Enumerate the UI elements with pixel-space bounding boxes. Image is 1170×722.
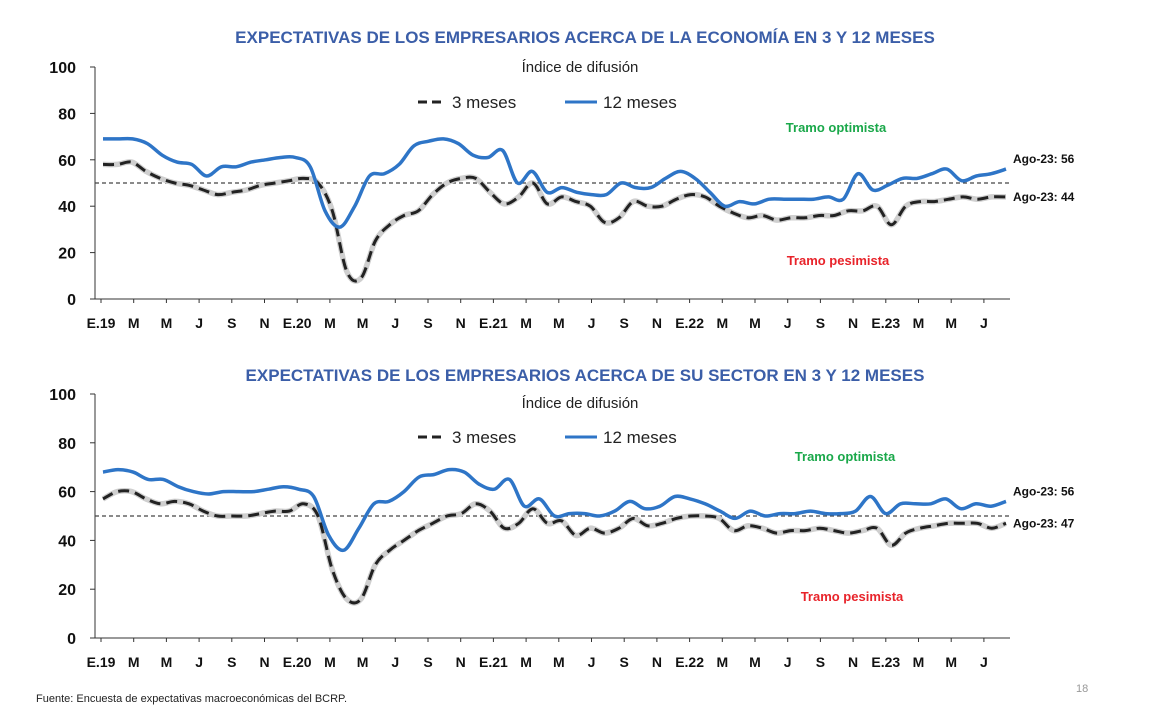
chart2-x-tick-label: S [227, 654, 236, 670]
chart1-series-12m-line [103, 136, 1007, 229]
chart2-zone-optimist-label: Tramo optimista [795, 449, 896, 464]
chart2-x-tick-label: M [749, 654, 761, 670]
chart2-x-tick-label: M [324, 654, 336, 670]
chart1-x-tick-label: J [588, 315, 596, 331]
chart1-x-tick-label: N [259, 315, 269, 331]
chart1-end-label-3m: Ago-23: 44 [1013, 190, 1075, 204]
chart1-x-tick-label: M [749, 315, 761, 331]
chart1-x-tick-label: S [423, 315, 432, 331]
chart2-x-tick-label: E.21 [479, 654, 508, 670]
chart1-x-tick-label: M [716, 315, 728, 331]
chart2-x-tick-label: M [357, 654, 369, 670]
chart1-y-tick-label: 60 [58, 153, 76, 170]
chart1-x-tick-label: M [913, 315, 925, 331]
chart2-x-tick-label: M [945, 654, 957, 670]
chart1-x-tick-label: M [945, 315, 957, 331]
chart1-x-tick-label: J [195, 315, 203, 331]
chart1-x-tick-label: N [848, 315, 858, 331]
page-number: 18 [1076, 683, 1089, 695]
chart1-x-tick-label: J [784, 315, 792, 331]
chart1-y-tick-label: 0 [67, 292, 76, 309]
chart1-x-tick-label: M [324, 315, 336, 331]
chart1-y-tick-label: 100 [49, 60, 76, 77]
chart1-subtitle: Índice de difusión [522, 59, 639, 76]
chart2-series-12m-line [102, 467, 1007, 553]
chart2-x-tick-label: S [423, 654, 432, 670]
chart2-y-tick-label: 20 [58, 582, 76, 599]
chart2-subtitle: Índice de difusión [522, 395, 639, 412]
chart1-legend-label-3m: 3 meses [452, 93, 516, 112]
chart2-x-tick-label: N [848, 654, 858, 670]
chart2-x-tick-label: E.23 [871, 654, 900, 670]
chart1-x-tick-label: M [553, 315, 565, 331]
chart1-x-tick-label: S [227, 315, 236, 331]
chart1-y-tick-label: 80 [58, 106, 76, 123]
chart1-x-tick-label: N [456, 315, 466, 331]
chart2-x-tick-label: M [161, 654, 173, 670]
chart2-title: EXPECTATIVAS DE LOS EMPRESARIOS ACERCA D… [246, 366, 925, 385]
chart1-x-tick-label: M [357, 315, 369, 331]
chart2-x-tick-label: J [195, 654, 203, 670]
chart1-x-tick-label: E.19 [87, 315, 116, 331]
chart2-y-tick-label: 0 [67, 631, 76, 648]
chart1-y-tick-label: 20 [58, 246, 76, 263]
chart2-y-tick-label: 100 [49, 387, 76, 404]
chart2-x-tick-label: J [784, 654, 792, 670]
chart2-legend-label-12m: 12 meses [603, 428, 677, 447]
chart1-x-tick-label: E.21 [479, 315, 508, 331]
chart1-zone-optimist-label: Tramo optimista [786, 120, 887, 135]
chart1-x-tick-label: S [816, 315, 825, 331]
chart2-x-tick-label: E.19 [87, 654, 116, 670]
chart1-x-tick-label: E.22 [675, 315, 704, 331]
chart1-title: EXPECTATIVAS DE LOS EMPRESARIOS ACERCA D… [235, 28, 935, 47]
chart2-x-tick-label: E.22 [675, 654, 704, 670]
chart2-x-tick-label: J [980, 654, 988, 670]
chart2-x-tick-label: J [391, 654, 399, 670]
source-footnote: Fuente: Encuesta de expectativas macroec… [36, 693, 348, 705]
chart1-x-tick-label: M [520, 315, 532, 331]
chart1-x-tick-label: E.20 [283, 315, 312, 331]
chart2-x-tick-label: M [716, 654, 728, 670]
chart1-x-tick-label: M [128, 315, 140, 331]
chart2-x-tick-label: S [620, 654, 629, 670]
chart2-x-tick-label: M [913, 654, 925, 670]
chart2-x-tick-label: M [128, 654, 140, 670]
chart1-end-label-12m: Ago-23: 56 [1013, 152, 1075, 166]
chart1-legend-label-12m: 12 meses [603, 93, 677, 112]
chart1-x-tick-label: S [620, 315, 629, 331]
chart2-x-tick-label: N [652, 654, 662, 670]
chart2-x-tick-label: S [816, 654, 825, 670]
chart2-y-tick-label: 60 [58, 485, 76, 502]
chart2-legend-label-3m: 3 meses [452, 428, 516, 447]
chart2-x-tick-label: N [259, 654, 269, 670]
chart2-x-tick-label: E.20 [283, 654, 312, 670]
chart1-x-tick-label: J [391, 315, 399, 331]
chart2-end-label-12m: Ago-23: 56 [1013, 484, 1075, 498]
chart2-x-tick-label: J [588, 654, 596, 670]
chart1-x-tick-label: J [980, 315, 988, 331]
chart2-x-tick-label: M [520, 654, 532, 670]
chart2-series-3m-shadow [101, 487, 1008, 606]
chart2-zone-pessimist-label: Tramo pesimista [801, 589, 904, 604]
chart2-x-tick-label: N [456, 654, 466, 670]
chart1-zone-pessimist-label: Tramo pesimista [787, 253, 890, 268]
chart1-x-tick-label: M [161, 315, 173, 331]
chart1-x-tick-label: N [652, 315, 662, 331]
chart2-x-tick-label: M [553, 654, 565, 670]
chart2-y-tick-label: 40 [58, 533, 76, 550]
chart1-y-tick-label: 40 [58, 199, 76, 216]
chart1-x-tick-label: E.23 [871, 315, 900, 331]
chart2-series-3m-line [102, 489, 1007, 605]
chart1-series-3m-line [102, 160, 1007, 283]
chart2-end-label-3m: Ago-23: 47 [1013, 516, 1075, 530]
chart2-y-tick-label: 80 [58, 436, 76, 453]
